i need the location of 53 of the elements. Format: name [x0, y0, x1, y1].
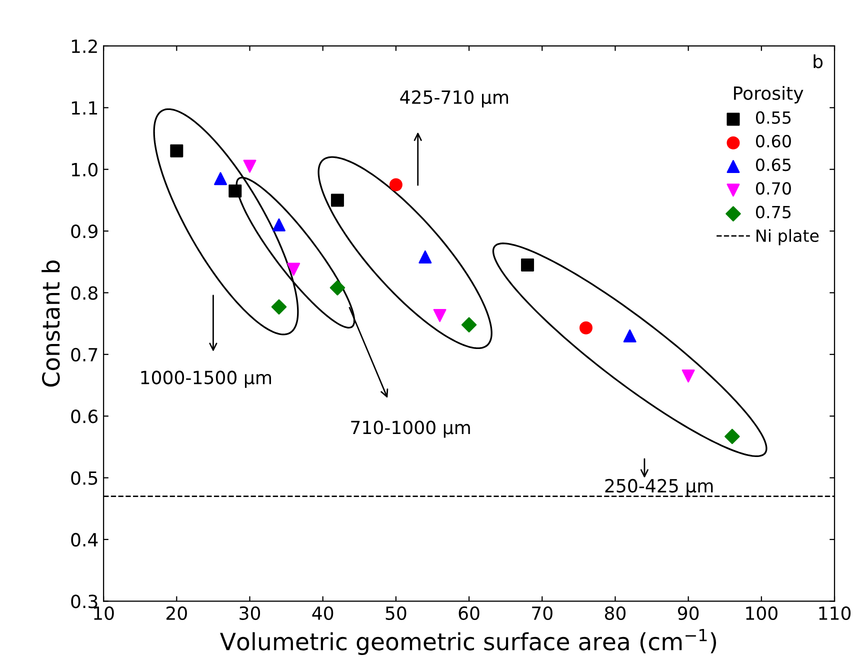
y-tick-label: 0.9	[71, 224, 98, 238]
y-tick-label: 0.4	[71, 532, 98, 547]
y-axis-title: Constant b	[42, 260, 60, 387]
y-tick-label: 1.2	[72, 39, 97, 53]
y-tick-label: 0.5	[71, 471, 98, 485]
point	[623, 329, 636, 342]
y-tick-label: 0.6	[71, 410, 98, 424]
point	[682, 370, 695, 383]
x-tick-label: 30	[240, 606, 260, 620]
x-tick-label: 20	[166, 606, 187, 620]
x-tick-label: 50	[386, 606, 406, 620]
annotation: 710-1000 μm	[351, 420, 470, 438]
point	[272, 218, 286, 232]
legend-title: Porosity	[734, 86, 804, 104]
y-tick-label: 0.8	[71, 286, 98, 300]
annotation: 1000-1500 μm	[141, 370, 271, 388]
legend-label: 0.65	[756, 158, 791, 172]
point	[724, 428, 740, 444]
x-tick-label: 40	[312, 606, 334, 620]
x-tick-label: 90	[678, 606, 699, 620]
legend-label: 0.70	[756, 182, 791, 195]
legend-label: Ni plate	[756, 229, 819, 246]
annotation: 250-425 μm	[605, 478, 713, 496]
point	[330, 280, 346, 296]
point	[243, 160, 256, 173]
y-tick-label: 0.7	[71, 348, 98, 362]
x-tick-label: 70	[532, 606, 552, 620]
x-tick-label: 110	[819, 606, 851, 620]
point	[170, 144, 184, 158]
point	[271, 299, 287, 315]
point	[418, 250, 432, 264]
point	[330, 194, 344, 207]
x-axis-title: Volumetric geometric surface area (cm$^{−1}$)	[220, 629, 716, 656]
x-tick-label: 10	[94, 606, 114, 620]
point	[579, 321, 592, 334]
point	[228, 184, 242, 198]
x-tick-label: 100	[746, 606, 778, 620]
annotation: b	[814, 54, 823, 68]
x-tick-label: 80	[604, 606, 626, 620]
x-tick-label: 60	[458, 606, 480, 620]
legend-label: 0.60	[756, 134, 791, 148]
point	[521, 258, 534, 272]
point	[287, 262, 300, 276]
y-tick-label: 1.0	[72, 162, 98, 176]
legend-label: 0.55	[756, 111, 791, 124]
point	[214, 172, 228, 186]
legend-label: 0.75	[756, 206, 791, 218]
annotation: 425-710 μm	[400, 90, 508, 108]
point	[433, 309, 446, 322]
y-tick-label: 1.1	[72, 101, 98, 115]
point	[461, 317, 477, 332]
y-tick-label: 0.3	[71, 594, 98, 608]
point	[389, 178, 402, 192]
